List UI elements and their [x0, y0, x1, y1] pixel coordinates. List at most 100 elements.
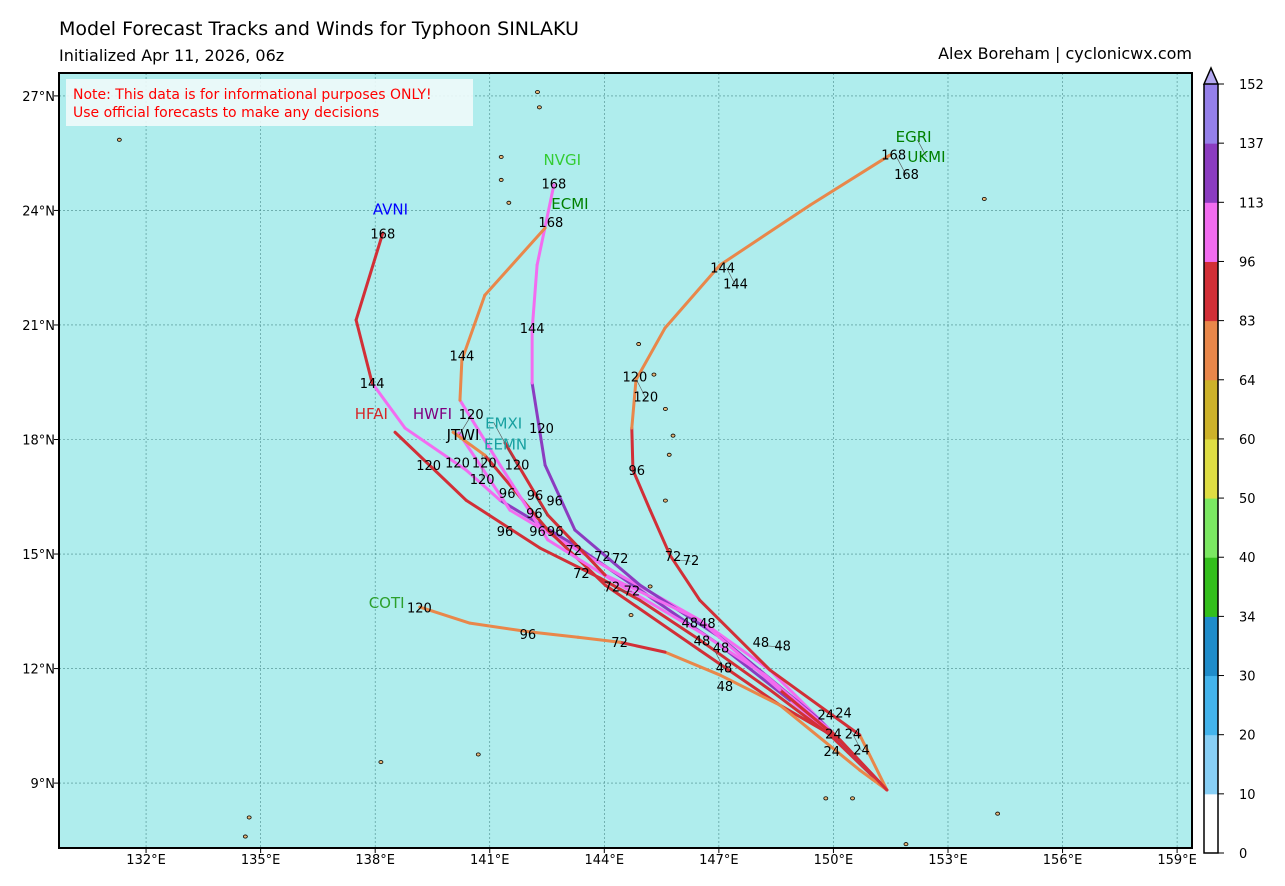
ocean	[59, 73, 1192, 848]
forecast-hour-label: 120	[407, 601, 432, 616]
track-segment	[546, 513, 607, 577]
model-label-ukmi: UKMI	[907, 148, 945, 166]
track-segment	[354, 318, 374, 385]
map-frame	[58, 72, 1193, 849]
track-segment	[663, 650, 722, 677]
track-segment	[648, 508, 672, 557]
label-leader-lines	[458, 139, 927, 752]
lon-tick-label: 153°E	[928, 853, 968, 868]
forecast-hour-label: 48	[713, 642, 730, 657]
forecast-hour-label: 168	[370, 227, 395, 242]
model-label-ecmi: ECMI	[551, 195, 588, 213]
forecast-hour-label: 120	[529, 422, 554, 437]
colorbar-segment	[1204, 675, 1218, 736]
track-segment	[458, 398, 502, 467]
track-segment	[838, 738, 889, 792]
model-label-avni: AVNI	[373, 201, 408, 219]
credit: Alex Boreham | cyclonicwx.com	[938, 44, 1192, 63]
track-segment	[718, 203, 812, 267]
model-label-hfai: HFAI	[355, 405, 388, 423]
forecast-hour-label: 48	[753, 636, 770, 651]
forecast-hour-label: 48	[694, 634, 711, 649]
gridlines	[59, 73, 1192, 848]
label-leader-line	[534, 496, 548, 517]
track-segment	[603, 583, 702, 652]
colorbar-segment	[1204, 734, 1218, 795]
track-segment	[543, 463, 577, 532]
forecast-hour-label: 96	[529, 525, 546, 540]
forecast-hour-label: 24	[835, 706, 852, 721]
island	[506, 200, 512, 205]
label-leader-line	[894, 153, 907, 176]
lon-tick-label: 150°E	[814, 853, 854, 868]
island	[663, 406, 668, 411]
label-leader-line	[613, 590, 632, 593]
forecast-hour-label: 120	[416, 459, 441, 474]
forecast-hour-label: 72	[683, 554, 700, 569]
island	[536, 105, 542, 110]
model-label-jtwi: JTWI	[446, 426, 480, 444]
label-leader-line	[504, 443, 518, 466]
track-segment	[808, 153, 892, 207]
track-segment	[464, 468, 502, 502]
forecast-hour-label: 120	[459, 408, 484, 423]
lon-tick-label: 147°E	[699, 853, 739, 868]
note-line-2: Use official forecasts to make any decis…	[73, 105, 379, 121]
forecast-hour-label: 120	[633, 390, 658, 405]
forecast-hour-label: 48	[699, 617, 716, 632]
label-leader-line	[726, 267, 736, 286]
lat-tick-label: 21°N	[22, 319, 55, 334]
label-leader-line	[458, 415, 472, 436]
forecast-hour-label: 48	[716, 661, 733, 676]
colorbar-tick-label: 152	[1239, 78, 1264, 93]
island	[636, 342, 642, 347]
model-label-coti: COTI	[369, 594, 405, 612]
track-segment	[460, 293, 487, 362]
island	[498, 154, 504, 159]
track-segment	[638, 598, 702, 642]
island	[981, 196, 987, 201]
model-labels: AVNI NVGI ECMI HFAI HWFI JTWI EMXI EEMN EGRI UKMI…	[355, 128, 946, 612]
colorbar-tick-label: 137	[1239, 137, 1264, 152]
track-segment	[858, 733, 889, 792]
forecast-hour-label: 48	[717, 680, 734, 695]
label-leader-line	[917, 139, 927, 157]
track-segment	[354, 231, 385, 322]
label-leader-line	[493, 422, 506, 445]
forecast-hour-label: 120	[505, 458, 530, 473]
forecast-hour-label: 168	[881, 148, 906, 163]
track-segment	[503, 441, 550, 517]
forecast-hour-label: 120	[622, 371, 647, 386]
track-segment	[573, 528, 642, 587]
forecast-hour-label: 24	[825, 727, 842, 742]
track-segment	[464, 498, 542, 550]
island	[475, 752, 481, 757]
model-label-eemn: EEMN	[484, 435, 527, 453]
island	[903, 842, 909, 847]
forecast-hour-label: 72	[573, 567, 590, 582]
forecast-hour-label: 48	[774, 640, 791, 655]
track-segment	[530, 381, 547, 467]
forecast-hour-label: 144	[449, 350, 474, 365]
forecast-hour-label: 120	[472, 456, 497, 471]
island	[535, 90, 540, 95]
forecast-hour-label: 72	[624, 584, 641, 599]
track-segment	[483, 226, 547, 297]
lat-tick-label: 15°N	[22, 548, 55, 563]
colorbar-segment	[1204, 379, 1218, 440]
track-segment	[418, 605, 472, 625]
lon-tick-label: 135°E	[241, 853, 281, 868]
forecast-hour-label: 96	[547, 525, 564, 540]
lon-tick-label: 144°E	[585, 853, 625, 868]
forecast-hour-label: 144	[520, 322, 545, 337]
track-segment	[630, 426, 635, 472]
model-label-nvgi: NVGI	[544, 151, 582, 169]
forecast-hour-label: 72	[594, 550, 611, 565]
forecast-hour-label: 72	[604, 580, 621, 595]
track-segment	[468, 621, 532, 634]
island	[823, 796, 829, 801]
island	[628, 613, 634, 618]
colorbar-segment	[1204, 438, 1218, 499]
forecast-hour-label: 96	[526, 507, 543, 522]
